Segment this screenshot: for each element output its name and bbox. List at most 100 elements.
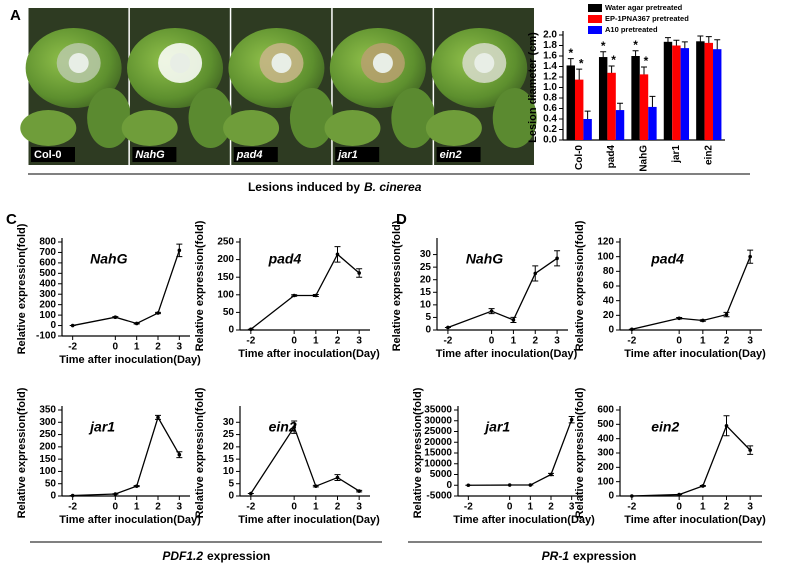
y-tick-label: 1.0: [543, 82, 557, 93]
x-axis-label: Time after inoculation(Day): [624, 514, 766, 526]
y-tick-label: 400: [39, 278, 56, 289]
bar: [607, 72, 616, 140]
x-tick-label: jar1: [671, 145, 682, 164]
y-tick-label: 120: [597, 237, 614, 248]
point: [533, 271, 538, 276]
y-tick-label: 100: [597, 251, 614, 262]
y-axis-label: Relative expression(fold): [16, 223, 28, 354]
x-tick-label: 3: [554, 336, 560, 347]
footer-italic: PR-1: [542, 549, 570, 563]
x-tick-label: 0: [676, 502, 682, 513]
point: [630, 494, 634, 498]
x-tick-label: -2: [627, 502, 636, 513]
x-axis-label: Time after inoculation(Day): [59, 514, 201, 526]
y-tick-label: 400: [597, 433, 614, 444]
point: [314, 484, 318, 488]
chart-title: ein2: [651, 419, 679, 435]
y-tick-label: 10: [223, 466, 235, 477]
leaf: [87, 88, 132, 148]
point: [70, 493, 75, 498]
y-tick-label: 1.2: [543, 72, 557, 83]
photo-label: Col-0: [34, 149, 62, 161]
y-tick-label: 300: [597, 448, 614, 459]
chart-title: jar1: [483, 419, 510, 435]
agar-disk: [474, 53, 495, 73]
point: [677, 316, 681, 321]
photo-label: pad4: [236, 149, 263, 161]
chart-title: NahG: [466, 251, 503, 267]
y-tick-label: 10000: [424, 458, 452, 469]
point: [177, 452, 182, 457]
y-tick-label: 100: [597, 476, 614, 487]
point: [113, 315, 118, 320]
bar: [631, 56, 640, 140]
bar: [566, 65, 575, 140]
x-tick-label: 1: [528, 502, 534, 513]
y-axis-label: Lesion diameter (cm): [527, 32, 539, 143]
x-axis-label: Time after inoculation(Day): [238, 348, 380, 360]
photo-label-bg: [436, 147, 481, 162]
photo-label: jar1: [336, 149, 358, 161]
x-tick-label: ein2: [703, 145, 714, 165]
x-axis-label: Time after inoculation(Day): [453, 514, 595, 526]
x-axis-label: Time after inoculation(Day): [238, 514, 380, 526]
x-tick-label: 0: [113, 502, 119, 513]
y-tick-label: 350: [39, 405, 56, 416]
line: [631, 256, 751, 330]
panel-label: C: [6, 211, 17, 228]
point: [701, 484, 705, 488]
x-tick-label: 2: [724, 502, 730, 513]
y-tick-label: 600: [39, 258, 56, 269]
photo-label: NahG: [135, 149, 165, 161]
bar: [648, 106, 657, 140]
y-tick-label: 100: [39, 466, 56, 477]
y-tick-label: 30000: [424, 415, 452, 426]
bar: [574, 79, 584, 140]
x-axis-label: Time after inoculation(Day): [624, 348, 766, 360]
panel-label: A: [10, 7, 21, 24]
leaf: [121, 110, 178, 146]
x-tick-label: 2: [548, 502, 554, 513]
line: [250, 253, 360, 330]
y-tick-label: 100: [217, 289, 234, 300]
y-tick-label: 20000: [424, 437, 452, 448]
leaf: [492, 88, 537, 148]
x-tick-label: -2: [246, 502, 255, 513]
photo-label-bg: [132, 147, 177, 162]
bar: [704, 42, 714, 140]
footer-italic: PDF1.2: [162, 549, 203, 563]
y-axis-label: Relative expression(fold): [194, 220, 206, 351]
bar: [598, 57, 608, 140]
y-axis-label: Relative expression(fold): [412, 387, 424, 518]
y-tick-label: 300: [39, 417, 56, 428]
bar: [663, 41, 673, 141]
y-tick-label: 500: [597, 419, 614, 430]
chart-title: jar1: [88, 419, 115, 435]
chart-title: NahG: [90, 251, 127, 267]
x-tick-label: 0: [489, 336, 495, 347]
y-tick-label: 20: [420, 274, 432, 285]
photo-label: ein2: [440, 149, 462, 161]
y-tick-label: 5: [425, 312, 431, 323]
point: [549, 472, 553, 477]
footer: expression: [573, 549, 636, 563]
point: [177, 248, 182, 253]
point: [677, 492, 681, 497]
y-tick-label: 30: [223, 417, 235, 428]
leaf: [188, 88, 233, 148]
x-tick-label: 2: [155, 502, 161, 513]
y-tick-label: 0: [608, 325, 614, 336]
x-axis-label: Time after inoculation(Day): [436, 348, 578, 360]
significance: *: [644, 54, 649, 68]
y-tick-label: 250: [217, 237, 234, 248]
point: [724, 312, 729, 317]
bar: [615, 110, 625, 140]
point: [113, 492, 118, 496]
y-tick-label: 0: [50, 491, 56, 502]
y-axis-label: Relative expression(fold): [574, 220, 586, 351]
y-tick-label: 80: [603, 266, 615, 277]
legend-swatch: [588, 26, 602, 34]
point: [335, 252, 340, 257]
y-tick-label: 1.6: [543, 51, 557, 62]
